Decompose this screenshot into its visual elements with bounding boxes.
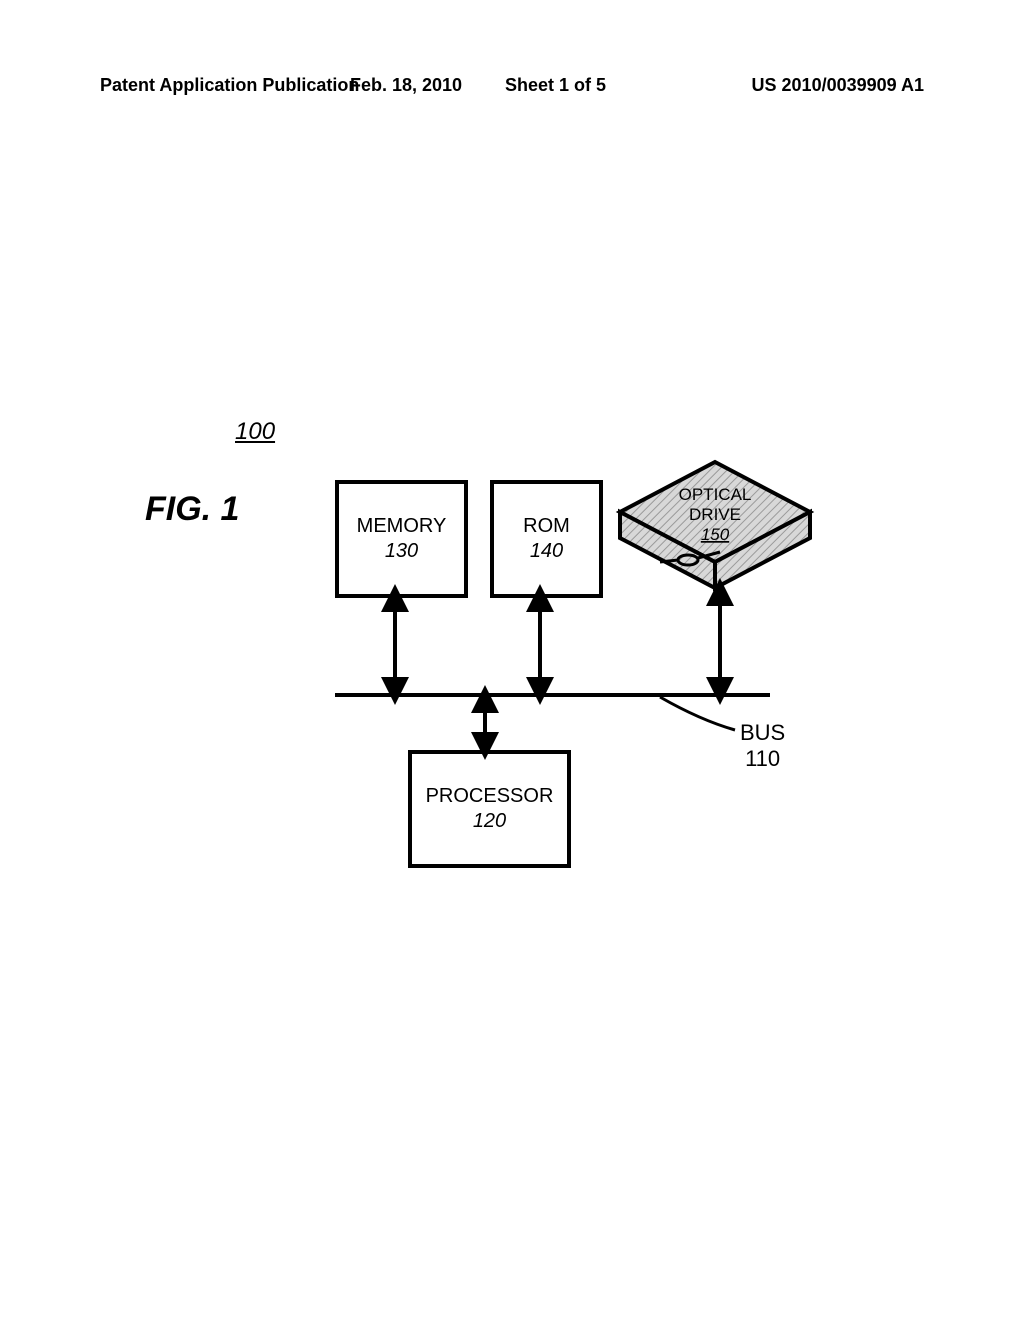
diagram-svg: OPTICAL DRIVE 150	[0, 0, 1024, 1320]
bus-leader	[660, 697, 735, 730]
svg-text:DRIVE: DRIVE	[689, 505, 741, 524]
optical-drive-icon: OPTICAL DRIVE 150	[620, 462, 810, 588]
svg-text:OPTICAL: OPTICAL	[679, 485, 752, 504]
optical-num: 150	[701, 525, 730, 544]
